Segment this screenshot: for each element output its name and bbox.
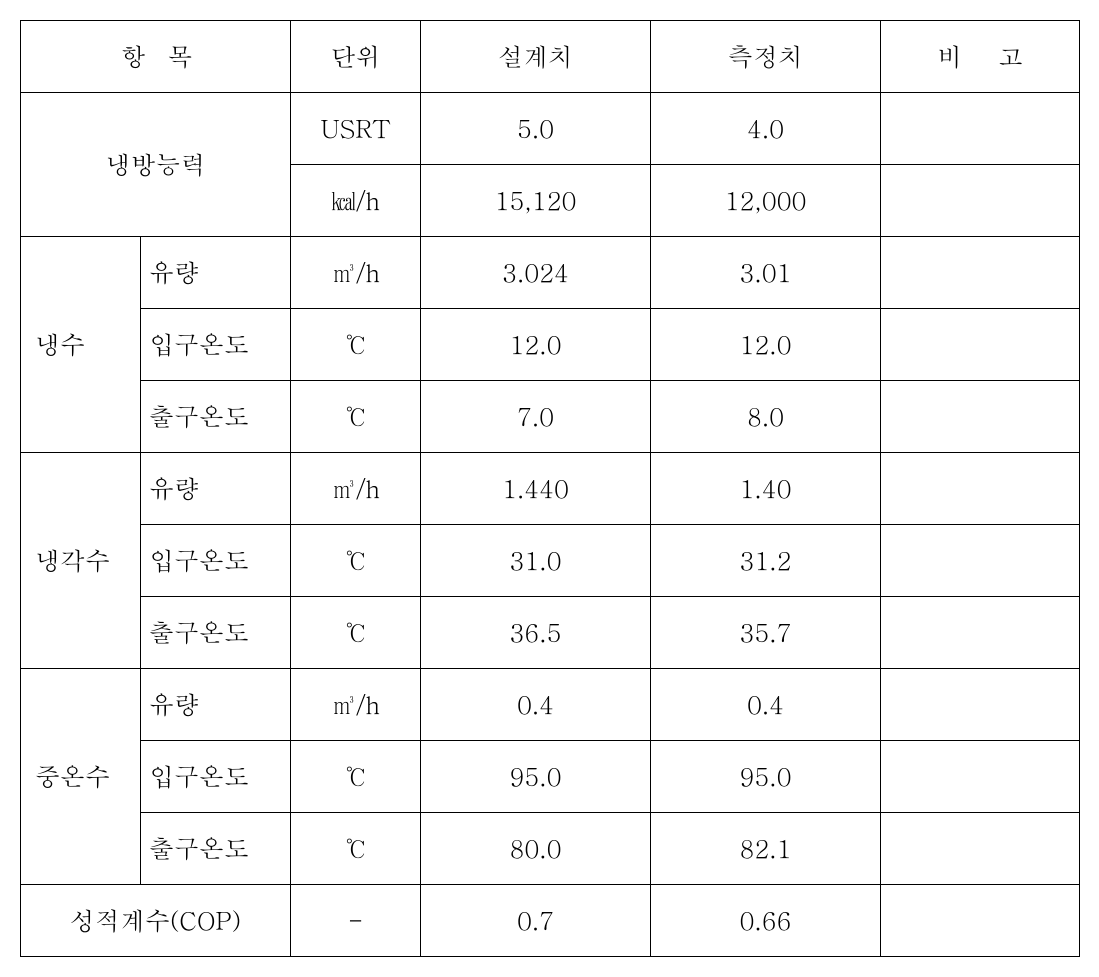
sub-label: 출구온도 <box>141 381 291 453</box>
cop-label: 성적계수(COP) <box>21 885 291 957</box>
unit-cell: ㎥/h <box>291 237 421 309</box>
note-cell <box>881 597 1080 669</box>
table-row: 중온수 유량 ㎥/h 0.4 0.4 <box>21 669 1080 741</box>
chilled-water-label: 냉수 <box>21 237 141 453</box>
measure-cell: 3.01 <box>651 237 881 309</box>
design-cell: 12.0 <box>421 309 651 381</box>
sub-label: 유량 <box>141 669 291 741</box>
note-cell <box>881 741 1080 813</box>
sub-label: 입구온도 <box>141 741 291 813</box>
table-row: 출구온도 ℃ 7.0 8.0 <box>21 381 1080 453</box>
note-cell <box>881 93 1080 165</box>
table-row: 냉수 유량 ㎥/h 3.024 3.01 <box>21 237 1080 309</box>
table-row: 냉방능력 USRT 5.0 4.0 <box>21 93 1080 165</box>
measure-cell: 31.2 <box>651 525 881 597</box>
table-row: 입구온도 ℃ 12.0 12.0 <box>21 309 1080 381</box>
note-cell <box>881 381 1080 453</box>
sub-label: 출구온도 <box>141 813 291 885</box>
unit-cell: ℃ <box>291 525 421 597</box>
sub-label: 입구온도 <box>141 525 291 597</box>
table-row: 입구온도 ℃ 31.0 31.2 <box>21 525 1080 597</box>
sub-label: 출구온도 <box>141 597 291 669</box>
measure-cell: 12,000 <box>651 165 881 237</box>
sub-label: 유량 <box>141 237 291 309</box>
design-cell: 31.0 <box>421 525 651 597</box>
unit-cell: ℃ <box>291 309 421 381</box>
header-measure: 측정치 <box>651 21 881 93</box>
note-cell <box>881 453 1080 525</box>
table-row: 입구온도 ℃ 95.0 95.0 <box>21 741 1080 813</box>
unit-cell: ℃ <box>291 597 421 669</box>
design-cell: 80.0 <box>421 813 651 885</box>
design-cell: 1.440 <box>421 453 651 525</box>
unit-cell: ℃ <box>291 381 421 453</box>
unit-cell: ℃ <box>291 741 421 813</box>
note-cell <box>881 525 1080 597</box>
cooling-water-label: 냉각수 <box>21 453 141 669</box>
design-cell: 3.024 <box>421 237 651 309</box>
measure-cell: 95.0 <box>651 741 881 813</box>
note-cell <box>881 813 1080 885</box>
note-cell <box>881 237 1080 309</box>
design-cell: 95.0 <box>421 741 651 813</box>
header-unit: 단위 <box>291 21 421 93</box>
measure-cell: 12.0 <box>651 309 881 381</box>
measure-cell: 82.1 <box>651 813 881 885</box>
table-row: 냉각수 유량 ㎥/h 1.440 1.40 <box>21 453 1080 525</box>
note-cell <box>881 669 1080 741</box>
unit-cell: ℃ <box>291 813 421 885</box>
unit-cell: ㎥/h <box>291 669 421 741</box>
design-cell: 5.0 <box>421 93 651 165</box>
table-row: 성적계수(COP) - 0.7 0.66 <box>21 885 1080 957</box>
design-cell: 0.4 <box>421 669 651 741</box>
design-cell: 36.5 <box>421 597 651 669</box>
measure-cell: 8.0 <box>651 381 881 453</box>
design-cell: 15,120 <box>421 165 651 237</box>
measure-cell: 1.40 <box>651 453 881 525</box>
table-header-row: 항목 단위 설계치 측정치 비 고 <box>21 21 1080 93</box>
note-cell <box>881 885 1080 957</box>
sub-label: 입구온도 <box>141 309 291 381</box>
header-note: 비 고 <box>881 21 1080 93</box>
measure-cell: 4.0 <box>651 93 881 165</box>
measure-cell: 0.66 <box>651 885 881 957</box>
unit-cell: ㎉/h <box>291 165 421 237</box>
unit-cell: ㎥/h <box>291 453 421 525</box>
hot-water-label: 중온수 <box>21 669 141 885</box>
table-row: 출구온도 ℃ 36.5 35.7 <box>21 597 1080 669</box>
spec-table: 항목 단위 설계치 측정치 비 고 냉방능력 USRT 5.0 4.0 ㎉/h … <box>20 20 1080 957</box>
measure-cell: 0.4 <box>651 669 881 741</box>
unit-cell: - <box>291 885 421 957</box>
header-item: 항목 <box>21 21 291 93</box>
design-cell: 7.0 <box>421 381 651 453</box>
unit-cell: USRT <box>291 93 421 165</box>
measure-cell: 35.7 <box>651 597 881 669</box>
sub-label: 유량 <box>141 453 291 525</box>
note-cell <box>881 309 1080 381</box>
cooling-capacity-label: 냉방능력 <box>21 93 291 237</box>
note-cell <box>881 165 1080 237</box>
table-row: 출구온도 ℃ 80.0 82.1 <box>21 813 1080 885</box>
header-design: 설계치 <box>421 21 651 93</box>
design-cell: 0.7 <box>421 885 651 957</box>
